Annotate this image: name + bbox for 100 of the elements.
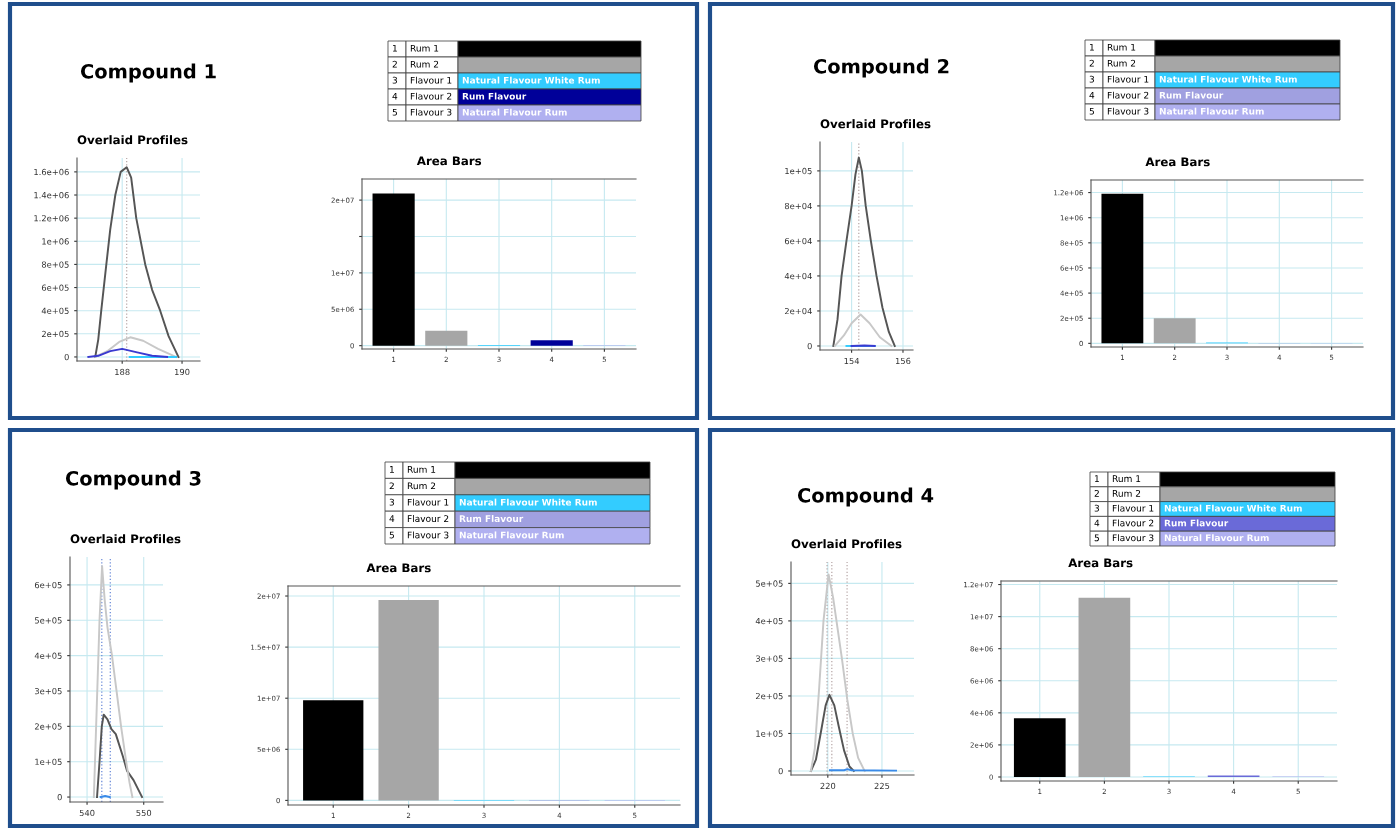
y-tick-label: 6e+04 [784, 237, 812, 245]
y-tick-label: 3e+05 [755, 655, 783, 662]
text: Flavour 1 [407, 498, 449, 506]
text: Rum 1 [407, 466, 436, 473]
text: Rum 1 [1112, 475, 1141, 483]
y-tick-label: 4e+05 [755, 617, 783, 625]
text: Flavour 1 [1107, 75, 1149, 83]
category-label: 4 [1089, 91, 1095, 99]
text: Flavour 3 [1107, 107, 1149, 115]
line-series [92, 565, 134, 799]
y-tick-label: 4e+05 [34, 652, 62, 659]
y-tick-label: 2e+05 [34, 723, 62, 730]
category-label: 1 [1094, 475, 1099, 482]
text: Flavour 1 [410, 76, 452, 84]
category-label: 5 [1089, 107, 1094, 115]
category-label: 4 [392, 92, 398, 100]
chart-title: Compound 4 [797, 487, 934, 507]
text: Rum Flavour [1164, 519, 1229, 527]
text: Natural Flavour Rum [462, 108, 567, 116]
chart-title: Compound 1 [80, 63, 216, 83]
text: Flavour 2 [407, 515, 449, 523]
x-tick-label: 550 [136, 809, 152, 817]
chart-title: Area Bars [1145, 157, 1210, 167]
x-tick-label: 190 [175, 368, 190, 376]
chart-title: Area Bars [1068, 558, 1133, 568]
category-label: 2 [392, 60, 397, 68]
y-tick-label: 2e+04 [784, 307, 812, 315]
text: Rum 1 [410, 44, 439, 52]
y-tick-label: 2e+05 [41, 330, 69, 338]
chart-title: Area Bars [366, 563, 431, 573]
category-label: 1 [389, 466, 394, 473]
text: Flavour 3 [410, 108, 452, 116]
chart-subtitle: Overlaid Profiles [70, 534, 181, 544]
bar [1101, 193, 1144, 344]
chart-title: Area Bars [416, 156, 482, 166]
text: Rum 2 [407, 482, 436, 490]
y-tick-label: 8e+05 [41, 261, 69, 268]
y-tick-label: 1.4e+06 [34, 192, 69, 199]
y-tick-label: 0 [807, 342, 812, 350]
chart-title: Compound 2 [813, 58, 949, 78]
category-label: 4 [1094, 519, 1100, 527]
y-tick-label: 5e+05 [755, 580, 783, 587]
y-tick-label: 1.2e+06 [34, 215, 69, 222]
category-label: 2 [1094, 489, 1099, 497]
text: Natural Flavour Rum [459, 531, 564, 539]
x-tick-label: 220 [820, 782, 836, 790]
text: Flavour 2 [1112, 519, 1154, 527]
bar [1153, 318, 1196, 344]
text: Rum 2 [1107, 59, 1136, 67]
y-tick-label: 0 [57, 794, 62, 801]
bar [378, 600, 439, 801]
line-series [96, 713, 143, 799]
chart-subtitle: Overlaid Profiles [791, 539, 902, 549]
text: Natural Flavour White Rum [1159, 75, 1297, 83]
text: Rum 2 [1112, 489, 1141, 497]
line-series [94, 166, 180, 358]
y-tick-label: 2e+05 [755, 692, 783, 700]
text: Natural Flavour Rum [1164, 534, 1269, 542]
y-tick-label: 1e+06 [42, 238, 69, 245]
text: Flavour 1 [1112, 504, 1154, 512]
y-tick-label: 0 [64, 353, 69, 361]
x-tick-label: 156 [895, 357, 911, 365]
text: Rum 1 [1107, 43, 1136, 51]
chart-subtitle: Overlaid Profiles [77, 135, 188, 145]
text: Flavour 3 [1112, 534, 1154, 542]
y-tick-label: 1e+05 [35, 758, 62, 765]
bar [303, 700, 364, 801]
category-label: 5 [392, 108, 397, 116]
chart-subtitle: Overlaid Profiles [820, 119, 931, 129]
y-tick-label: 5e+05 [34, 617, 62, 624]
text: Natural Flavour White Rum [459, 498, 597, 506]
text: Natural Flavour White Rum [1164, 504, 1302, 512]
category-label: 3 [392, 76, 398, 84]
chart-title: Compound 3 [65, 470, 201, 490]
category-label: 5 [1094, 534, 1099, 542]
y-tick-label: 1.6e+06 [34, 168, 69, 176]
y-tick-label: 6e+05 [41, 284, 69, 291]
category-label: 3 [1094, 504, 1100, 512]
category-label: 3 [1089, 75, 1095, 83]
y-tick-label: 3e+05 [34, 687, 62, 695]
category-label: 2 [1089, 59, 1094, 67]
category-label: 2 [389, 482, 394, 490]
x-tick-label: 540 [79, 809, 95, 817]
y-tick-label: 0 [778, 767, 783, 775]
text: Flavour 2 [410, 92, 452, 100]
line-series [94, 336, 178, 358]
x-tick-label: 188 [115, 368, 130, 376]
x-tick-label: 154 [844, 357, 860, 365]
x-tick-label: 225 [874, 782, 890, 790]
line-series [832, 156, 896, 347]
bar [1078, 597, 1131, 777]
text: Rum Flavour [459, 515, 524, 523]
y-tick-label: 1e+05 [756, 730, 783, 737]
text: Flavour 3 [407, 531, 449, 539]
text: Flavour 2 [1107, 91, 1149, 99]
line-series [809, 693, 855, 772]
text: Rum Flavour [1159, 91, 1224, 99]
bar [1013, 718, 1066, 777]
line-series [809, 573, 866, 772]
category-label: 3 [389, 498, 395, 506]
